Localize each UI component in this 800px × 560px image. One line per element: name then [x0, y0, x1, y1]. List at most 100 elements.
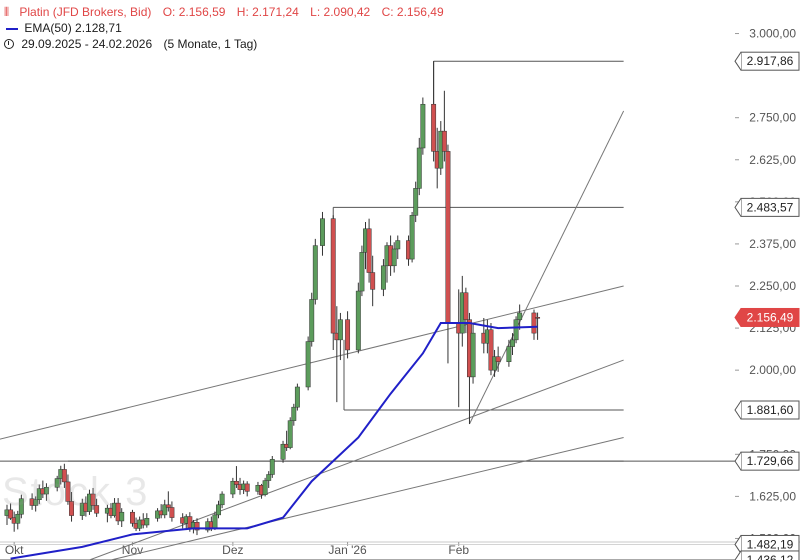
candle-body — [43, 487, 49, 495]
candle-body — [345, 319, 351, 351]
price-level-badge-pointer — [734, 535, 742, 554]
candle-body — [517, 312, 523, 320]
ema-swatch-icon — [6, 27, 18, 30]
candle-body — [510, 339, 515, 347]
candle-body — [269, 459, 275, 475]
candle-body — [54, 478, 60, 488]
high-value: H: 2.171,24 — [236, 5, 299, 19]
price-level-badge-pointer — [734, 198, 742, 217]
price-level-badge-label: 2.917,86 — [747, 54, 794, 68]
candle-body — [416, 147, 422, 189]
candle-body — [266, 474, 272, 481]
candle-body — [18, 498, 24, 515]
close-value: C: 2.156,49 — [381, 5, 444, 19]
candle-body — [535, 317, 541, 319]
candle-body — [61, 469, 67, 483]
candle-body — [244, 483, 250, 492]
candle-body — [165, 504, 171, 508]
candle-body — [15, 513, 21, 524]
range-legend: 29.09.2025 - 24.02.2026 (5 Monate, 1 Tag… — [4, 37, 257, 52]
y-tick-label: 2.625,00 — [749, 153, 796, 167]
candle-body — [212, 514, 218, 529]
candle-body — [219, 493, 225, 506]
x-tick-label: Dez — [222, 543, 243, 557]
trend-line — [0, 285, 624, 440]
candle-body — [395, 240, 401, 250]
candle-body — [492, 356, 498, 371]
candle-body — [470, 332, 476, 378]
ema-label: EMA(50) — [24, 21, 72, 35]
price-level-badge: 1.729,66 — [734, 451, 800, 471]
candle-body — [355, 290, 361, 351]
current-price-badge: 2.156,49 — [734, 307, 800, 327]
candle-body — [488, 329, 494, 371]
price-level-badge-label: 2.483,57 — [747, 200, 794, 214]
candle-body — [233, 480, 239, 485]
candle-body — [370, 272, 376, 290]
candle-body — [294, 386, 300, 408]
candle-body — [8, 509, 14, 519]
ema-value: 2.128,71 — [75, 21, 122, 35]
instrument-name: Platin (JFD Brokers, Bid) — [19, 5, 152, 19]
candle-body — [391, 248, 397, 267]
price-level-badge-pointer — [734, 451, 742, 471]
price-level-badge-label: 1.729,66 — [747, 454, 794, 468]
period-label: (5 Monate, 1 Tag) — [163, 37, 258, 51]
y-tick-label: 2.000,00 — [749, 363, 796, 377]
candle-body — [216, 504, 221, 516]
price-level-badge-label: 1.881,60 — [747, 403, 794, 417]
candle-body — [359, 252, 365, 292]
watermark: Stock 3 — [2, 470, 150, 514]
candle-body — [305, 341, 311, 388]
candle-icon: ⫴ — [4, 5, 10, 19]
price-level-badge-pointer — [734, 400, 742, 420]
y-tick-label: 3.000,00 — [749, 27, 796, 41]
price-level-badge-label: 1.482,19 — [747, 537, 794, 551]
trend-line — [89, 359, 624, 560]
y-tick-label: 1.625,00 — [749, 489, 796, 503]
candle-body — [320, 218, 325, 246]
candle-body — [463, 292, 469, 320]
clock-icon — [4, 39, 14, 49]
candle-body — [230, 480, 236, 495]
candle-body — [495, 356, 501, 362]
x-tick-label: Jan '26 — [328, 543, 367, 557]
candle-body — [194, 522, 200, 531]
y-tick-label: 2.375,00 — [749, 237, 796, 251]
candle-body — [413, 188, 419, 216]
open-value: O: 2.156,59 — [162, 5, 226, 19]
candle-body — [65, 481, 71, 502]
candle-body — [119, 511, 125, 522]
candle-body — [409, 215, 415, 260]
candle-body — [513, 319, 519, 341]
price-level-badge: 1.482,19 — [734, 534, 800, 554]
current-price-badge-pointer — [734, 308, 742, 327]
candle-body — [337, 319, 343, 341]
price-level-badge: 2.483,57 — [734, 197, 800, 217]
x-tick-label: Feb — [448, 543, 469, 557]
ema-legend: EMA(50) 2.128,71 — [4, 21, 122, 36]
candle-body — [33, 499, 39, 506]
y-tick-label: 2.250,00 — [749, 279, 796, 293]
candle-body — [441, 130, 447, 152]
candle-body — [312, 245, 318, 300]
price-level-badge: 1.881,60 — [734, 400, 800, 420]
y-tick-label: 2.750,00 — [749, 111, 796, 125]
low-value: L: 2.090,42 — [310, 5, 371, 19]
ema-line — [10, 322, 538, 560]
candle-body — [94, 505, 100, 514]
price-level-badge-label: 1.436,12 — [747, 553, 794, 560]
candle-body — [287, 420, 293, 448]
candle-body — [431, 103, 437, 152]
candle-body — [69, 501, 74, 516]
price-level-badge: 2.917,86 — [734, 51, 800, 71]
candle-body — [162, 504, 168, 516]
candle-body — [280, 443, 286, 460]
candle-body — [291, 406, 297, 421]
candle-body — [144, 518, 150, 526]
x-tick-label: Okt — [5, 543, 24, 557]
candle-body — [366, 228, 372, 273]
